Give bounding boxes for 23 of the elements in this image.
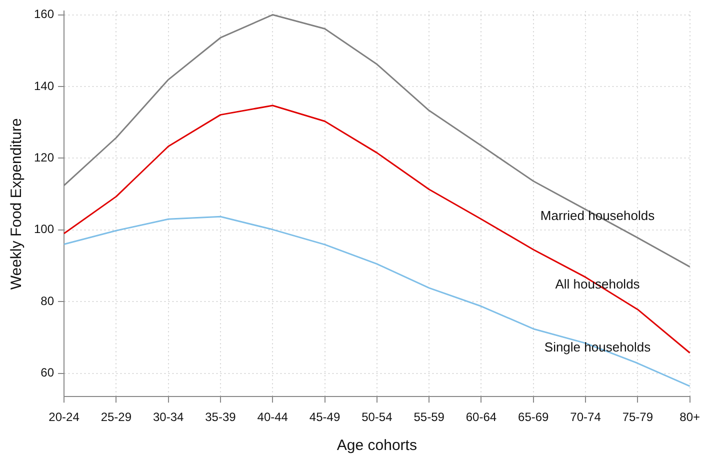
x-tick-label: 25-29 bbox=[100, 410, 132, 424]
y-tick-label: 100 bbox=[34, 222, 54, 236]
y-axis-title: Weekly Food Expenditure bbox=[8, 118, 26, 290]
x-tick-label: 40-44 bbox=[257, 410, 288, 424]
x-tick-label: 65-69 bbox=[518, 410, 550, 424]
x-tick-label: 75-79 bbox=[622, 410, 654, 424]
series-label: Single households bbox=[544, 340, 652, 355]
y-tick-label: 140 bbox=[34, 78, 54, 93]
y-tick-label: 160 bbox=[34, 7, 54, 22]
x-tick-label: 70-74 bbox=[570, 410, 602, 424]
x-tick-label: 45-49 bbox=[309, 410, 340, 424]
y-tick-label: 120 bbox=[34, 150, 54, 164]
x-tick-label: 80+ bbox=[680, 410, 700, 424]
x-axis-title: Age cohorts bbox=[336, 437, 417, 454]
series-label: Married households bbox=[540, 208, 656, 223]
x-tick-label: 30-34 bbox=[152, 410, 184, 424]
y-tick-label: 80 bbox=[40, 294, 54, 308]
x-tick-label: 55-59 bbox=[414, 410, 445, 424]
x-tick-label: 60-64 bbox=[466, 410, 497, 424]
y-tick-label: 60 bbox=[40, 366, 54, 380]
x-tick-label: 50-54 bbox=[362, 410, 393, 424]
x-tick-label: 20-24 bbox=[48, 410, 80, 424]
x-tick-label: 35-39 bbox=[205, 410, 236, 424]
